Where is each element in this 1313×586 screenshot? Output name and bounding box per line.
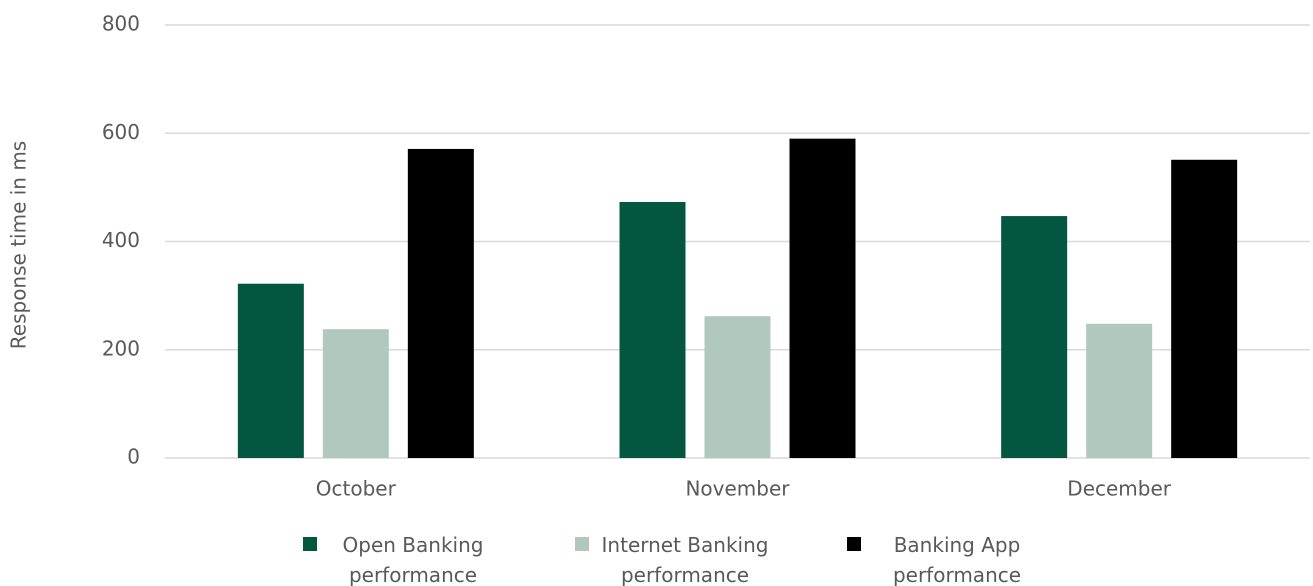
bar	[322, 329, 389, 458]
legend-item: Open Banking performance	[303, 530, 503, 586]
bar	[789, 138, 856, 458]
x-tick-label: December	[1067, 477, 1171, 501]
legend-swatch	[847, 537, 861, 551]
bar	[237, 283, 304, 458]
bar	[407, 148, 474, 459]
bar	[619, 201, 686, 458]
chart: Response time in ms 0 200 400 600 800 October…	[7, 12, 1310, 501]
legend-label: Internet Banking performance	[601, 533, 769, 586]
y-tick-label: 200	[102, 336, 140, 360]
legend-swatch	[303, 537, 317, 551]
legend-item: Banking App performance	[847, 530, 1047, 586]
bar	[1171, 159, 1238, 459]
y-tick-label: 800	[102, 12, 140, 36]
x-tick-label: October	[316, 477, 397, 501]
y-tick-label: 0	[127, 445, 140, 469]
legend-label: Open Banking performance	[342, 533, 484, 586]
legend-label: Banking App performance	[892, 533, 1022, 586]
y-tick-label: 400	[102, 228, 140, 252]
y-axis-label: Response time in ms	[7, 141, 31, 349]
x-tick-label: November	[685, 477, 790, 501]
bar	[704, 316, 771, 458]
bar	[1086, 323, 1153, 458]
legend-swatch	[575, 537, 589, 551]
bar	[1001, 216, 1068, 458]
y-tick-label: 600	[102, 120, 140, 144]
legend-item: Internet Banking performance	[575, 530, 775, 586]
